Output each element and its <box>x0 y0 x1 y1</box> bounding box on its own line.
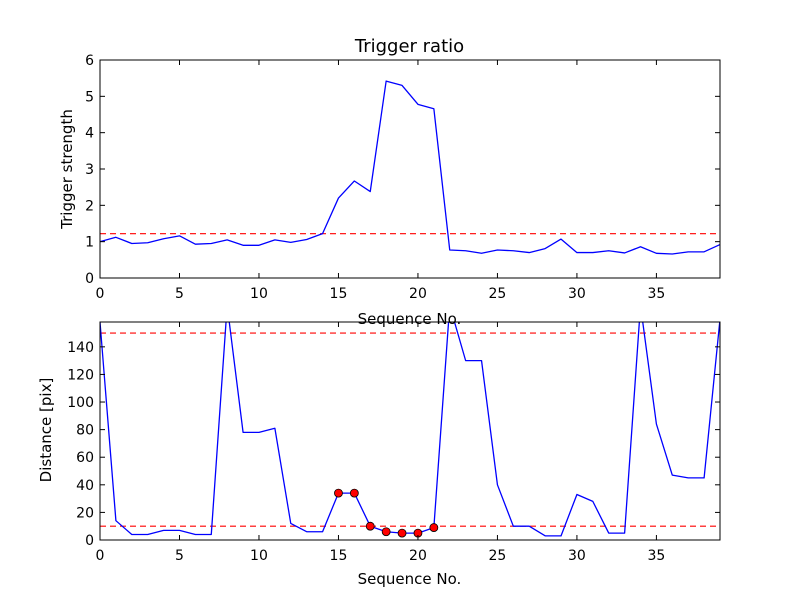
x-tick-label: 5 <box>175 286 184 302</box>
series-line <box>100 80 720 255</box>
x-tick-label: 35 <box>647 286 665 302</box>
y-tick-label: 40 <box>76 478 94 494</box>
data-point-marker <box>397 528 407 538</box>
series-line <box>100 322 720 537</box>
y-tick-label: 20 <box>76 505 94 521</box>
data-point-marker <box>381 527 391 537</box>
y-tick-label: 120 <box>67 367 94 383</box>
x-tick-label: 20 <box>409 548 427 564</box>
data-point-marker <box>334 488 343 498</box>
distance-panel: Distance [pix] Sequence No. 0 5 10 15 20 25 30… <box>37 321 721 588</box>
y-tick-label: 100 <box>67 395 94 411</box>
x-tick-label: 15 <box>330 548 348 564</box>
x-axis-label: Sequence No. <box>358 570 462 588</box>
axes-frame <box>99 321 721 541</box>
y-tick-label: 80 <box>76 423 94 439</box>
x-tick-label: 0 <box>96 286 105 302</box>
trigger-ratio-panel: Trigger ratio Trigger strength 0 5 10 15 20 2… <box>58 36 721 302</box>
data-point-marker <box>365 521 375 531</box>
x-tick-label: 10 <box>250 548 268 564</box>
y-axis-label: Trigger strength <box>58 109 76 230</box>
y-tick-label: 0 <box>85 271 94 287</box>
y-tick-label: 60 <box>76 450 94 466</box>
x-tick-label: 10 <box>250 286 268 302</box>
y-tick-label: 4 <box>85 126 94 142</box>
x-tick-label: 5 <box>175 548 184 564</box>
y-tick-label: 6 <box>85 53 94 69</box>
x-tick-label: 15 <box>330 286 348 302</box>
y-tick-label: 5 <box>85 89 94 105</box>
y-tick-label: 2 <box>85 198 94 214</box>
y-tick-label: 0 <box>85 533 94 549</box>
x-tick-label: 25 <box>489 548 507 564</box>
data-point-marker <box>349 488 359 498</box>
x-tick-label: 25 <box>489 286 507 302</box>
chart-title: Trigger ratio <box>354 36 464 57</box>
y-axis-label: Distance [pix] <box>37 378 55 483</box>
data-point-marker <box>429 523 439 532</box>
x-axis-label: Sequence No. <box>358 310 462 328</box>
x-tick-label: 30 <box>568 548 586 564</box>
y-tick-label: 3 <box>85 162 94 178</box>
x-tick-label: 30 <box>568 286 586 302</box>
x-tick-label: 20 <box>409 286 427 302</box>
x-tick-label: 0 <box>96 548 105 564</box>
x-tick-label: 35 <box>647 548 665 564</box>
y-tick-label: 1 <box>85 235 94 251</box>
y-tick-label: 140 <box>67 340 94 356</box>
